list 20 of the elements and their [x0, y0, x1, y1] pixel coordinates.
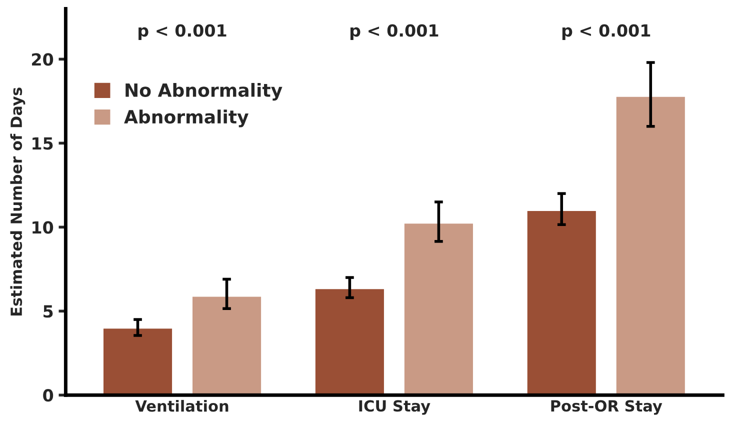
- y-tick-label: 5: [44, 305, 53, 318]
- y-tick-label: 15: [32, 137, 53, 150]
- annotation: p < 0.001: [138, 24, 226, 40]
- y-tick-label: 10: [32, 221, 54, 234]
- annotation: p < 0.001: [562, 24, 650, 40]
- bar: [191, 295, 262, 396]
- bar: [403, 222, 474, 396]
- bar: [102, 327, 174, 396]
- bar: [526, 210, 598, 396]
- legend-label: No Abnormality: [126, 82, 282, 101]
- bar: [614, 95, 686, 396]
- legend-label: Abnormality: [124, 110, 248, 128]
- y-axis-title: Estimated Number of Days: [10, 88, 26, 316]
- x-tick-label: Ventilation: [135, 400, 228, 412]
- x-tick-label: ICU Stay: [359, 400, 430, 415]
- annotation: p < 0.001: [350, 24, 438, 40]
- y-tick-label: 20: [32, 53, 54, 66]
- x-tick-label: Post-OR Stay: [551, 400, 662, 415]
- bar: [314, 288, 386, 396]
- y-tick-label: 0: [43, 389, 54, 402]
